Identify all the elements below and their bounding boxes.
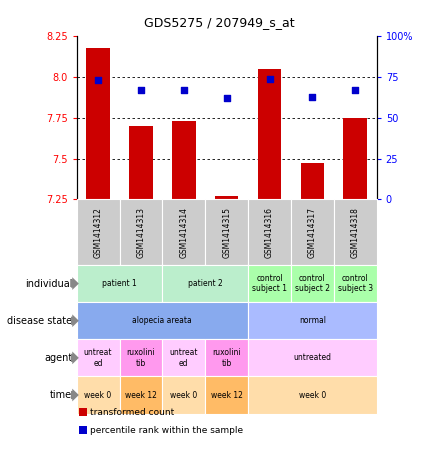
Text: control
subject 2: control subject 2 xyxy=(295,274,330,293)
Point xyxy=(138,87,145,94)
Text: transformed count: transformed count xyxy=(90,408,174,417)
Bar xyxy=(129,126,153,199)
Text: GSM1414314: GSM1414314 xyxy=(179,207,188,258)
Text: week 0: week 0 xyxy=(85,390,112,400)
Bar xyxy=(258,69,281,199)
FancyArrow shape xyxy=(71,352,79,364)
Text: alopecia areata: alopecia areata xyxy=(133,316,192,325)
Text: week 12: week 12 xyxy=(125,390,157,400)
Text: GSM1414315: GSM1414315 xyxy=(222,207,231,258)
Text: individual: individual xyxy=(25,279,72,289)
Text: ruxolini
tib: ruxolini tib xyxy=(212,348,241,367)
Text: patient 2: patient 2 xyxy=(188,279,223,288)
Bar xyxy=(172,121,196,199)
FancyArrow shape xyxy=(71,277,79,290)
Text: disease state: disease state xyxy=(7,316,72,326)
FancyArrow shape xyxy=(71,389,79,401)
Point xyxy=(95,77,102,84)
Text: control
subject 3: control subject 3 xyxy=(338,274,373,293)
Text: GSM1414317: GSM1414317 xyxy=(308,207,317,258)
Point xyxy=(309,93,316,100)
Text: GSM1414318: GSM1414318 xyxy=(351,207,360,258)
Text: GSM1414316: GSM1414316 xyxy=(265,207,274,258)
Text: week 12: week 12 xyxy=(211,390,243,400)
Bar xyxy=(300,164,324,199)
Text: ruxolini
tib: ruxolini tib xyxy=(127,348,155,367)
Text: week 0: week 0 xyxy=(299,390,326,400)
Point xyxy=(266,75,273,82)
FancyArrow shape xyxy=(71,314,79,327)
Text: time: time xyxy=(50,390,72,400)
Text: GDS5275 / 207949_s_at: GDS5275 / 207949_s_at xyxy=(144,16,294,29)
Text: untreat
ed: untreat ed xyxy=(170,348,198,367)
Bar xyxy=(86,48,110,199)
Text: normal: normal xyxy=(299,316,326,325)
Text: agent: agent xyxy=(44,353,72,363)
Text: control
subject 1: control subject 1 xyxy=(252,274,287,293)
Text: patient 1: patient 1 xyxy=(102,279,137,288)
Text: percentile rank within the sample: percentile rank within the sample xyxy=(90,426,243,435)
Text: GSM1414313: GSM1414313 xyxy=(137,207,145,258)
Text: week 0: week 0 xyxy=(170,390,198,400)
Text: GSM1414312: GSM1414312 xyxy=(94,207,102,258)
Point xyxy=(352,87,359,94)
Point xyxy=(223,95,230,102)
Bar xyxy=(215,196,238,199)
Text: untreat
ed: untreat ed xyxy=(84,348,112,367)
Point xyxy=(180,87,187,94)
Bar xyxy=(343,118,367,199)
Text: untreated: untreated xyxy=(293,353,332,362)
